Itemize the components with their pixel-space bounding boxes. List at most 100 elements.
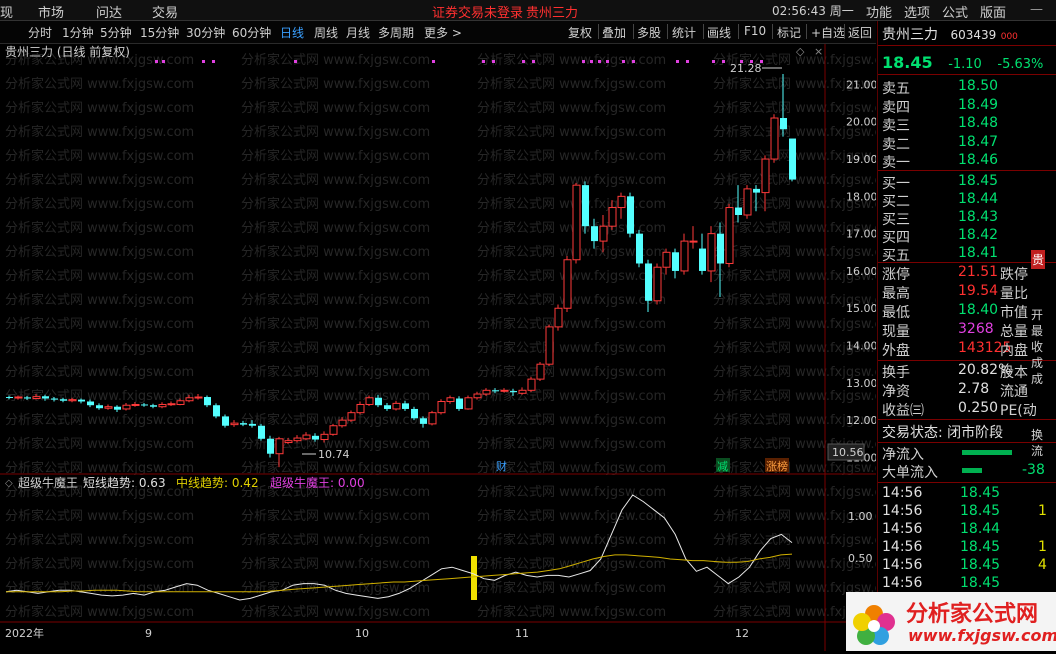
event-dots [155, 60, 763, 63]
tool-back[interactable]: 返回 [848, 26, 873, 40]
watermark-text: 分析家公式网 www.fxjgsw.com [713, 292, 876, 308]
tab-weekly[interactable]: 周线 [314, 26, 339, 40]
side-tab[interactable]: 成 [1031, 372, 1044, 386]
marker-finance[interactable]: 财 [496, 459, 507, 473]
candle-body [258, 425, 265, 439]
watermark-text: 分析家公式网 www.fxjgsw.com [713, 172, 876, 188]
tick-volume: 4 [1038, 557, 1047, 573]
candle-body [527, 378, 536, 391]
candle-body [375, 397, 382, 406]
tab-timeshare[interactable]: 分时 [28, 26, 53, 40]
quote-row-label: 卖一 [882, 155, 910, 171]
marker-rank[interactable]: 涨榜 [766, 459, 788, 473]
tick-price: 18.45 [960, 557, 1001, 573]
watermark-text: 分析家公式网 www.fxjgsw.com [477, 508, 666, 524]
price-tick: 13.00 [846, 377, 876, 390]
event-dot [686, 60, 689, 63]
flow-big-label: 大单流入 [882, 465, 938, 481]
tool-overlay[interactable]: 叠加 [602, 26, 627, 40]
short-trend-line [5, 494, 793, 601]
menu-item-trade[interactable]: 交易 [152, 6, 179, 21]
tab-daily[interactable]: 日线 [280, 26, 305, 40]
tool-f10[interactable]: F10 [744, 24, 767, 38]
candle-body [158, 403, 167, 408]
side-tab[interactable]: 收 [1031, 340, 1044, 354]
menu-options[interactable]: 选项 [904, 6, 931, 21]
menu-item-wenda[interactable]: 问达 [96, 6, 123, 21]
minimize-icon[interactable]: — [1030, 2, 1043, 17]
indicator-name[interactable]: 超级牛魔王 [18, 475, 78, 490]
quote-row-value: 18.44 [958, 191, 999, 207]
login-notice[interactable]: 证券交易未登录 [432, 6, 524, 21]
event-dot [202, 60, 205, 63]
event-dot [622, 60, 625, 63]
low-price-label: 10.74 [318, 448, 350, 461]
watermark-text: 分析家公式网 www.fxjgsw.com [713, 244, 876, 260]
chart-title: 贵州三力 (日线 前复权) [5, 44, 130, 59]
price-tick: 21.00 [846, 78, 876, 91]
diamond-icon[interactable]: ◇ [796, 45, 805, 58]
tab-1min[interactable]: 1分钟 [62, 26, 94, 40]
candle-body [420, 418, 427, 424]
tab-15min[interactable]: 15分钟 [140, 26, 180, 40]
candle-body [213, 405, 220, 417]
side-tab[interactable]: 成 [1031, 356, 1044, 370]
menu-item-discover[interactable]: 现 [0, 6, 14, 21]
chart-area[interactable]: 分析家公式网 www.fxjgsw.com 分析家公式网 www.fxjgsw.c… [0, 44, 876, 651]
quote-row: 净资 2.78 流通 [882, 381, 1056, 400]
quote-row-label2: 内盘 [1000, 343, 1028, 359]
quote-row-label2: 流通 [1000, 384, 1028, 400]
candle-body [456, 398, 463, 409]
candle-body [518, 389, 527, 394]
quote-row-label: 买五 [882, 248, 910, 264]
tool-multi-stock[interactable]: 多股 [637, 26, 662, 40]
side-tab[interactable]: 贵 [1031, 250, 1046, 269]
indicator-menu-icon[interactable]: ◇ [5, 478, 13, 489]
tick-row: 14:56 18.45 [882, 575, 1056, 593]
event-dot [522, 60, 525, 63]
menu-formula[interactable]: 公式 [942, 6, 969, 21]
watermark-text: 分析家公式网 www.fxjgsw.com [477, 364, 666, 380]
close-icon[interactable]: × [814, 45, 823, 58]
quote-stock-code: 603439 [950, 28, 997, 42]
watermark-text: 分析家公式网 www.fxjgsw.com [241, 340, 430, 356]
watermark-text: 分析家公式网 www.fxjgsw.com [5, 364, 194, 380]
side-tab[interactable]: 开 [1031, 308, 1044, 322]
candle-body [42, 396, 49, 399]
watermark-text: 分析家公式网 www.fxjgsw.com [241, 556, 430, 572]
tab-30min[interactable]: 30分钟 [186, 26, 226, 40]
menu-layout[interactable]: 版面 [980, 6, 1007, 21]
watermark-text: 分析家公式网 www.fxjgsw.com [241, 100, 430, 116]
tick-time: 14:56 [882, 485, 923, 501]
tool-mark[interactable]: 标记 [777, 26, 802, 40]
quote-row-label2: 总量 [1000, 324, 1028, 340]
x-label-oct: 10 [355, 627, 369, 640]
candle-body [446, 397, 455, 402]
menu-item-market[interactable]: 市场 [38, 6, 65, 21]
quote-row-label: 买四 [882, 230, 910, 246]
tab-monthly[interactable]: 月线 [346, 26, 371, 40]
quote-row: 换手 20.82% 股本 [882, 362, 1056, 381]
quote-row-label: 卖五 [882, 81, 910, 97]
watermark-text: 分析家公式网 www.fxjgsw.com [713, 484, 876, 500]
marker-reduce[interactable]: 减 [717, 460, 728, 473]
quote-row-label: 收益㈢ [882, 403, 924, 419]
tab-5min[interactable]: 5分钟 [100, 26, 132, 40]
menu-function[interactable]: 功能 [866, 6, 893, 21]
watermark-text: 分析家公式网 www.fxjgsw.com [713, 508, 876, 524]
tool-restore-rights[interactable]: 复权 [568, 26, 593, 40]
quote-row-value: 19.54 [958, 283, 999, 299]
tab-60min[interactable]: 60分钟 [232, 26, 272, 40]
tab-more[interactable]: 更多 > [424, 26, 462, 40]
tool-statistics[interactable]: 统计 [672, 26, 697, 40]
quote-row-label: 买三 [882, 212, 910, 228]
tool-add-favorite[interactable]: +自选 [811, 26, 846, 40]
side-tab[interactable]: 换 [1031, 428, 1044, 442]
tick-row: 14:56 18.45 1 [882, 539, 1056, 557]
side-tab[interactable]: 流 [1031, 444, 1044, 458]
watermark-text: 分析家公式网 www.fxjgsw.com [5, 388, 194, 404]
candle-body [536, 363, 545, 380]
tool-draw-line[interactable]: 画线 [707, 26, 732, 40]
side-tab[interactable]: 最 [1031, 324, 1044, 338]
tab-multi-period[interactable]: 多周期 [378, 26, 415, 40]
